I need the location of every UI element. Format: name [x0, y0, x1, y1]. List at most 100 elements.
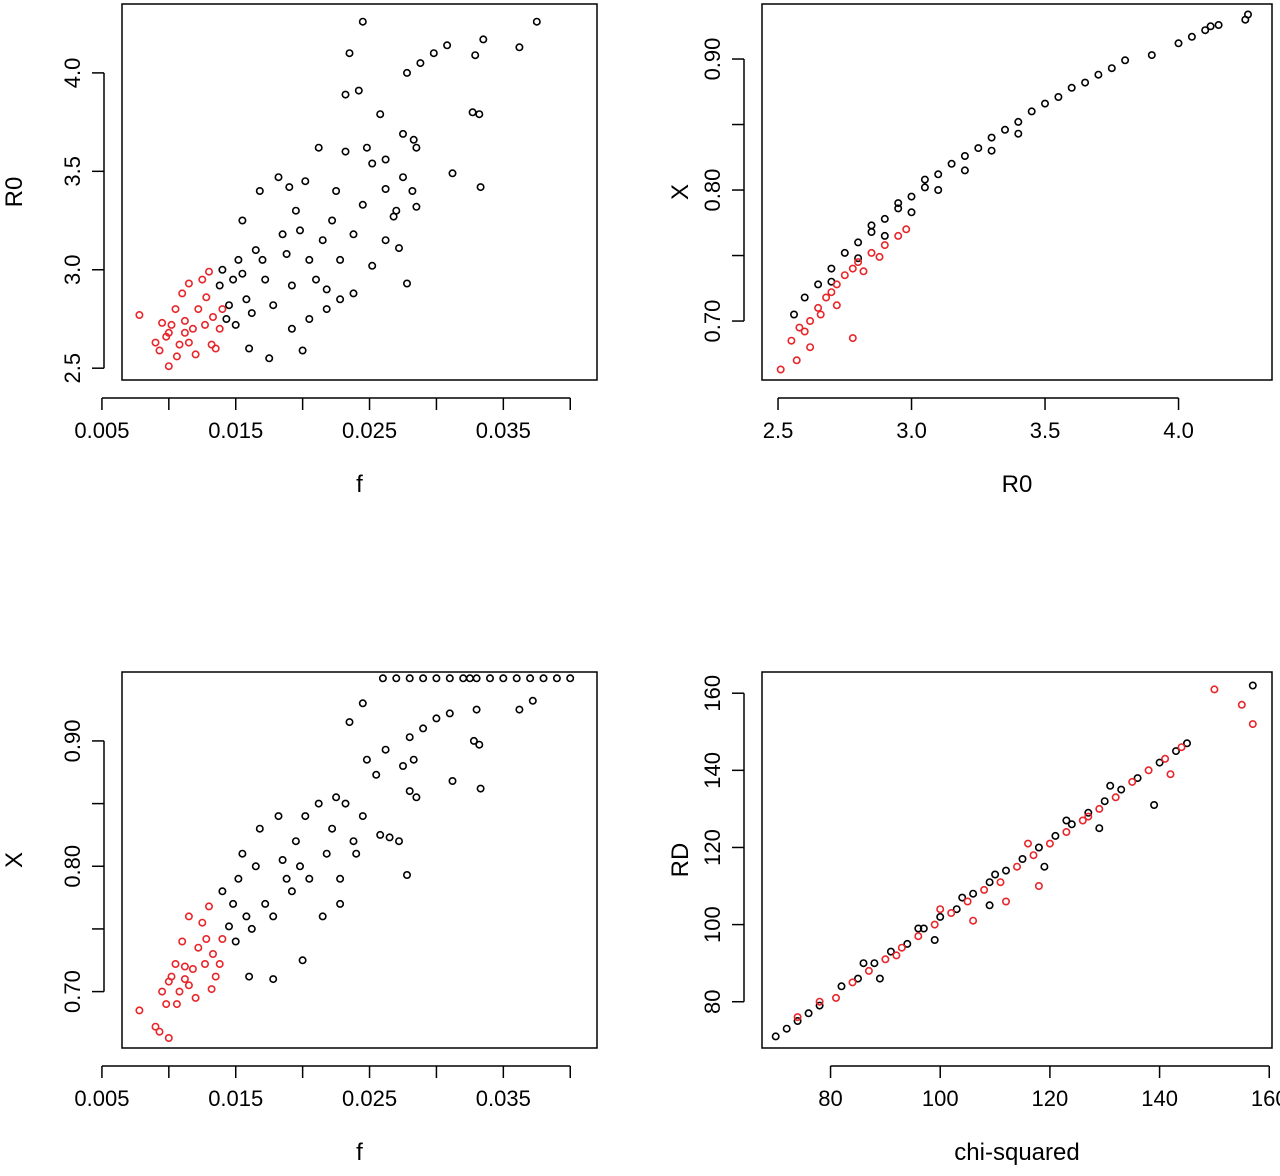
- data-point: [1128, 777, 1137, 786]
- data-point: [194, 305, 203, 314]
- data-point: [295, 226, 304, 235]
- data-point: [412, 202, 421, 211]
- data-point: [903, 939, 912, 948]
- data-point: [776, 365, 785, 374]
- data-point: [225, 922, 234, 931]
- scatter-points: [771, 681, 1257, 1041]
- data-point: [886, 947, 895, 956]
- data-point: [934, 186, 943, 195]
- data-point: [1183, 739, 1192, 748]
- data-point: [171, 959, 180, 968]
- data-point: [167, 972, 176, 981]
- data-point: [234, 874, 243, 883]
- data-point: [178, 937, 187, 946]
- data-point: [1147, 51, 1156, 60]
- data-point: [867, 221, 876, 230]
- data-point: [804, 1009, 813, 1018]
- data-point: [229, 275, 238, 284]
- data-point: [201, 320, 210, 329]
- data-point: [867, 248, 876, 257]
- data-point: [859, 959, 868, 968]
- data-point: [907, 208, 916, 217]
- data-point: [405, 674, 414, 683]
- data-point: [963, 897, 972, 906]
- data-point: [180, 328, 189, 337]
- data-point: [837, 982, 846, 991]
- data-point: [301, 177, 310, 186]
- y-tick-label: 100: [700, 906, 725, 943]
- y-tick-label: 4.0: [60, 58, 85, 89]
- scatter-points: [135, 674, 575, 1043]
- data-point: [1012, 862, 1021, 871]
- data-point: [831, 993, 840, 1002]
- y-tick-label: 0.70: [60, 970, 85, 1013]
- data-point: [354, 86, 363, 95]
- data-point: [1014, 129, 1023, 138]
- data-point: [261, 899, 270, 908]
- data-point: [894, 199, 903, 208]
- data-point: [198, 918, 207, 927]
- data-point: [207, 340, 216, 349]
- data-point: [318, 236, 327, 245]
- series-red: [793, 685, 1257, 1022]
- data-point: [184, 981, 193, 990]
- data-point: [1062, 816, 1071, 825]
- data-point: [1155, 758, 1164, 767]
- data-point: [854, 254, 863, 263]
- data-point: [974, 144, 983, 153]
- data-point: [258, 255, 267, 264]
- data-point: [345, 49, 354, 58]
- data-point: [472, 674, 481, 683]
- data-point: [1117, 785, 1126, 794]
- data-point: [184, 912, 193, 921]
- data-point: [394, 244, 403, 253]
- data-point: [875, 252, 884, 261]
- data-point: [1161, 754, 1170, 763]
- data-point: [231, 320, 240, 329]
- data-point: [897, 943, 906, 952]
- x-tick-label: 0.005: [74, 418, 129, 443]
- data-point: [158, 987, 167, 996]
- data-point: [269, 912, 278, 921]
- data-point: [827, 264, 836, 273]
- data-point: [218, 265, 227, 274]
- data-point: [389, 212, 398, 221]
- scatter-points: [776, 10, 1253, 374]
- data-point: [265, 354, 274, 363]
- data-point: [848, 264, 857, 273]
- series-black: [215, 17, 541, 363]
- data-point: [409, 755, 418, 764]
- data-point: [448, 169, 457, 178]
- data-point: [349, 289, 358, 298]
- data-point: [274, 812, 283, 821]
- data-point: [336, 295, 345, 304]
- plot-frame: [761, 3, 1273, 381]
- data-point: [987, 133, 996, 142]
- data-point: [269, 301, 278, 310]
- data-point: [919, 924, 928, 933]
- data-point: [960, 166, 969, 175]
- data-point: [358, 699, 367, 708]
- data-point: [349, 837, 358, 846]
- data-point: [238, 269, 247, 278]
- data-point: [1177, 743, 1186, 752]
- data-point: [448, 776, 457, 785]
- data-point: [814, 280, 823, 289]
- panel-chisq-vs-rd: 80 100 120 140 160 80 100 120 140 160 chi-square…: [667, 671, 1280, 1166]
- data-point: [881, 955, 890, 964]
- data-point: [376, 110, 385, 119]
- data-point: [930, 935, 939, 944]
- data-point: [479, 35, 488, 44]
- data-point: [322, 285, 331, 294]
- data-point: [840, 271, 849, 280]
- data-point: [1084, 812, 1093, 821]
- data-point: [854, 238, 863, 247]
- data-point: [952, 905, 961, 914]
- x-tick-label: 0.015: [208, 1086, 263, 1111]
- data-point: [402, 68, 411, 77]
- data-point: [188, 964, 197, 973]
- data-point: [515, 43, 524, 52]
- data-point: [412, 143, 421, 152]
- panel-f-vs-x: 0.005 0.015 0.025 0.035 0.70 0.80 0.90 f X: [1, 671, 598, 1166]
- data-point: [472, 705, 481, 714]
